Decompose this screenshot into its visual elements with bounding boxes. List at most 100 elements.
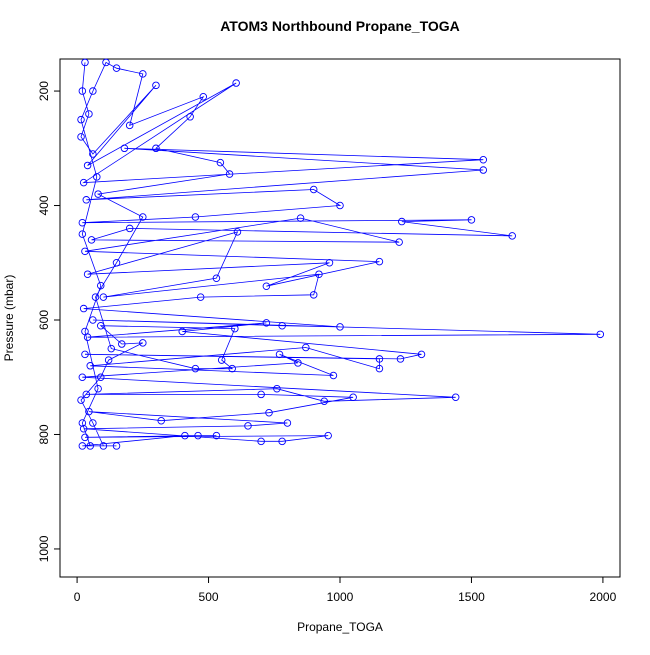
y-axis-title: Pressure (mbar): [2, 275, 16, 362]
data-point: [120, 144, 129, 153]
data-point: [467, 216, 476, 224]
data-point: [78, 87, 87, 95]
data-point: [278, 321, 286, 330]
data-point: [231, 324, 239, 333]
data-point: [596, 330, 605, 339]
data-point: [315, 270, 323, 278]
data-point: [395, 238, 403, 246]
data-point: [81, 433, 89, 442]
data-point: [102, 58, 110, 67]
data-point: [275, 350, 284, 359]
data-point: [375, 355, 384, 363]
data-point: [89, 419, 97, 427]
data-point: [139, 339, 147, 347]
data-point: [262, 282, 271, 290]
data-point: [265, 408, 273, 417]
data-point: [93, 173, 101, 181]
data-point: [228, 364, 236, 373]
data-point: [178, 327, 187, 336]
data-point: [78, 419, 87, 427]
data-point: [125, 224, 134, 233]
data-point: [112, 442, 121, 450]
data-point: [296, 214, 305, 222]
data-point: [78, 373, 87, 381]
data-point: [336, 323, 344, 331]
y-tick-label: 800: [37, 424, 51, 444]
data-point: [191, 213, 200, 221]
data-point: [82, 196, 91, 204]
data-point: [225, 170, 234, 178]
data-point: [212, 431, 221, 440]
data-point: [78, 442, 87, 450]
data-point: [107, 344, 116, 353]
data-point: [77, 396, 85, 404]
data-point: [78, 218, 87, 227]
x-tick-label: 1500: [458, 590, 485, 604]
data-point: [233, 228, 242, 236]
data-point: [118, 340, 126, 348]
data-point: [479, 166, 488, 174]
data-point: [479, 155, 488, 164]
data-point: [398, 217, 406, 226]
data-point: [83, 161, 92, 170]
data-point: [191, 364, 200, 373]
data-point: [77, 115, 85, 124]
data-point: [112, 259, 121, 267]
data-point: [139, 70, 147, 78]
y-tick-label: 600: [37, 310, 51, 330]
data-point: [104, 356, 113, 364]
data-point: [87, 236, 96, 244]
data-point: [309, 291, 318, 299]
data-point: [217, 356, 226, 364]
y-tick-label: 400: [37, 195, 51, 215]
chart-title: ATOM3 Northbound Propane_TOGA: [220, 18, 460, 34]
data-line: [80, 61, 601, 447]
data-point: [77, 133, 85, 141]
data-point: [97, 373, 105, 381]
data-point: [186, 113, 194, 121]
data-point: [451, 393, 460, 402]
data-point: [396, 355, 405, 363]
data-point: [81, 350, 89, 359]
data-point: [125, 121, 134, 130]
data-point: [79, 304, 88, 313]
data-point: [278, 437, 286, 446]
data-point: [199, 93, 208, 101]
data-point: [86, 442, 94, 450]
data-point: [336, 201, 344, 210]
data-point: [157, 416, 165, 425]
data-point: [294, 359, 302, 367]
data-point: [257, 390, 265, 399]
data-point: [79, 425, 88, 433]
data-point: [309, 185, 318, 194]
data-point: [79, 178, 88, 187]
data-point: [81, 327, 89, 336]
data-point: [89, 87, 97, 95]
x-tick-label: 1000: [327, 590, 354, 604]
data-point: [375, 257, 384, 266]
data-point: [216, 158, 225, 167]
data-point: [244, 422, 252, 430]
data-point: [375, 364, 384, 373]
data-point: [181, 431, 189, 440]
data-point: [97, 321, 105, 330]
data-point: [91, 293, 100, 301]
data-point: [152, 144, 160, 153]
data-point: [83, 270, 92, 278]
data-point: [257, 437, 265, 446]
data-point: [417, 350, 426, 359]
data-point: [94, 190, 102, 198]
x-axis-title: Propane_TOGA: [297, 620, 383, 634]
data-point: [82, 390, 91, 399]
data-point: [81, 58, 89, 67]
data-point: [94, 384, 102, 393]
data-point: [112, 64, 121, 72]
data-point: [78, 230, 87, 238]
data-point: [273, 384, 281, 393]
data-point: [349, 393, 357, 402]
data-point: [81, 247, 89, 256]
data-point: [86, 362, 94, 370]
y-tick-label: 200: [37, 81, 51, 101]
